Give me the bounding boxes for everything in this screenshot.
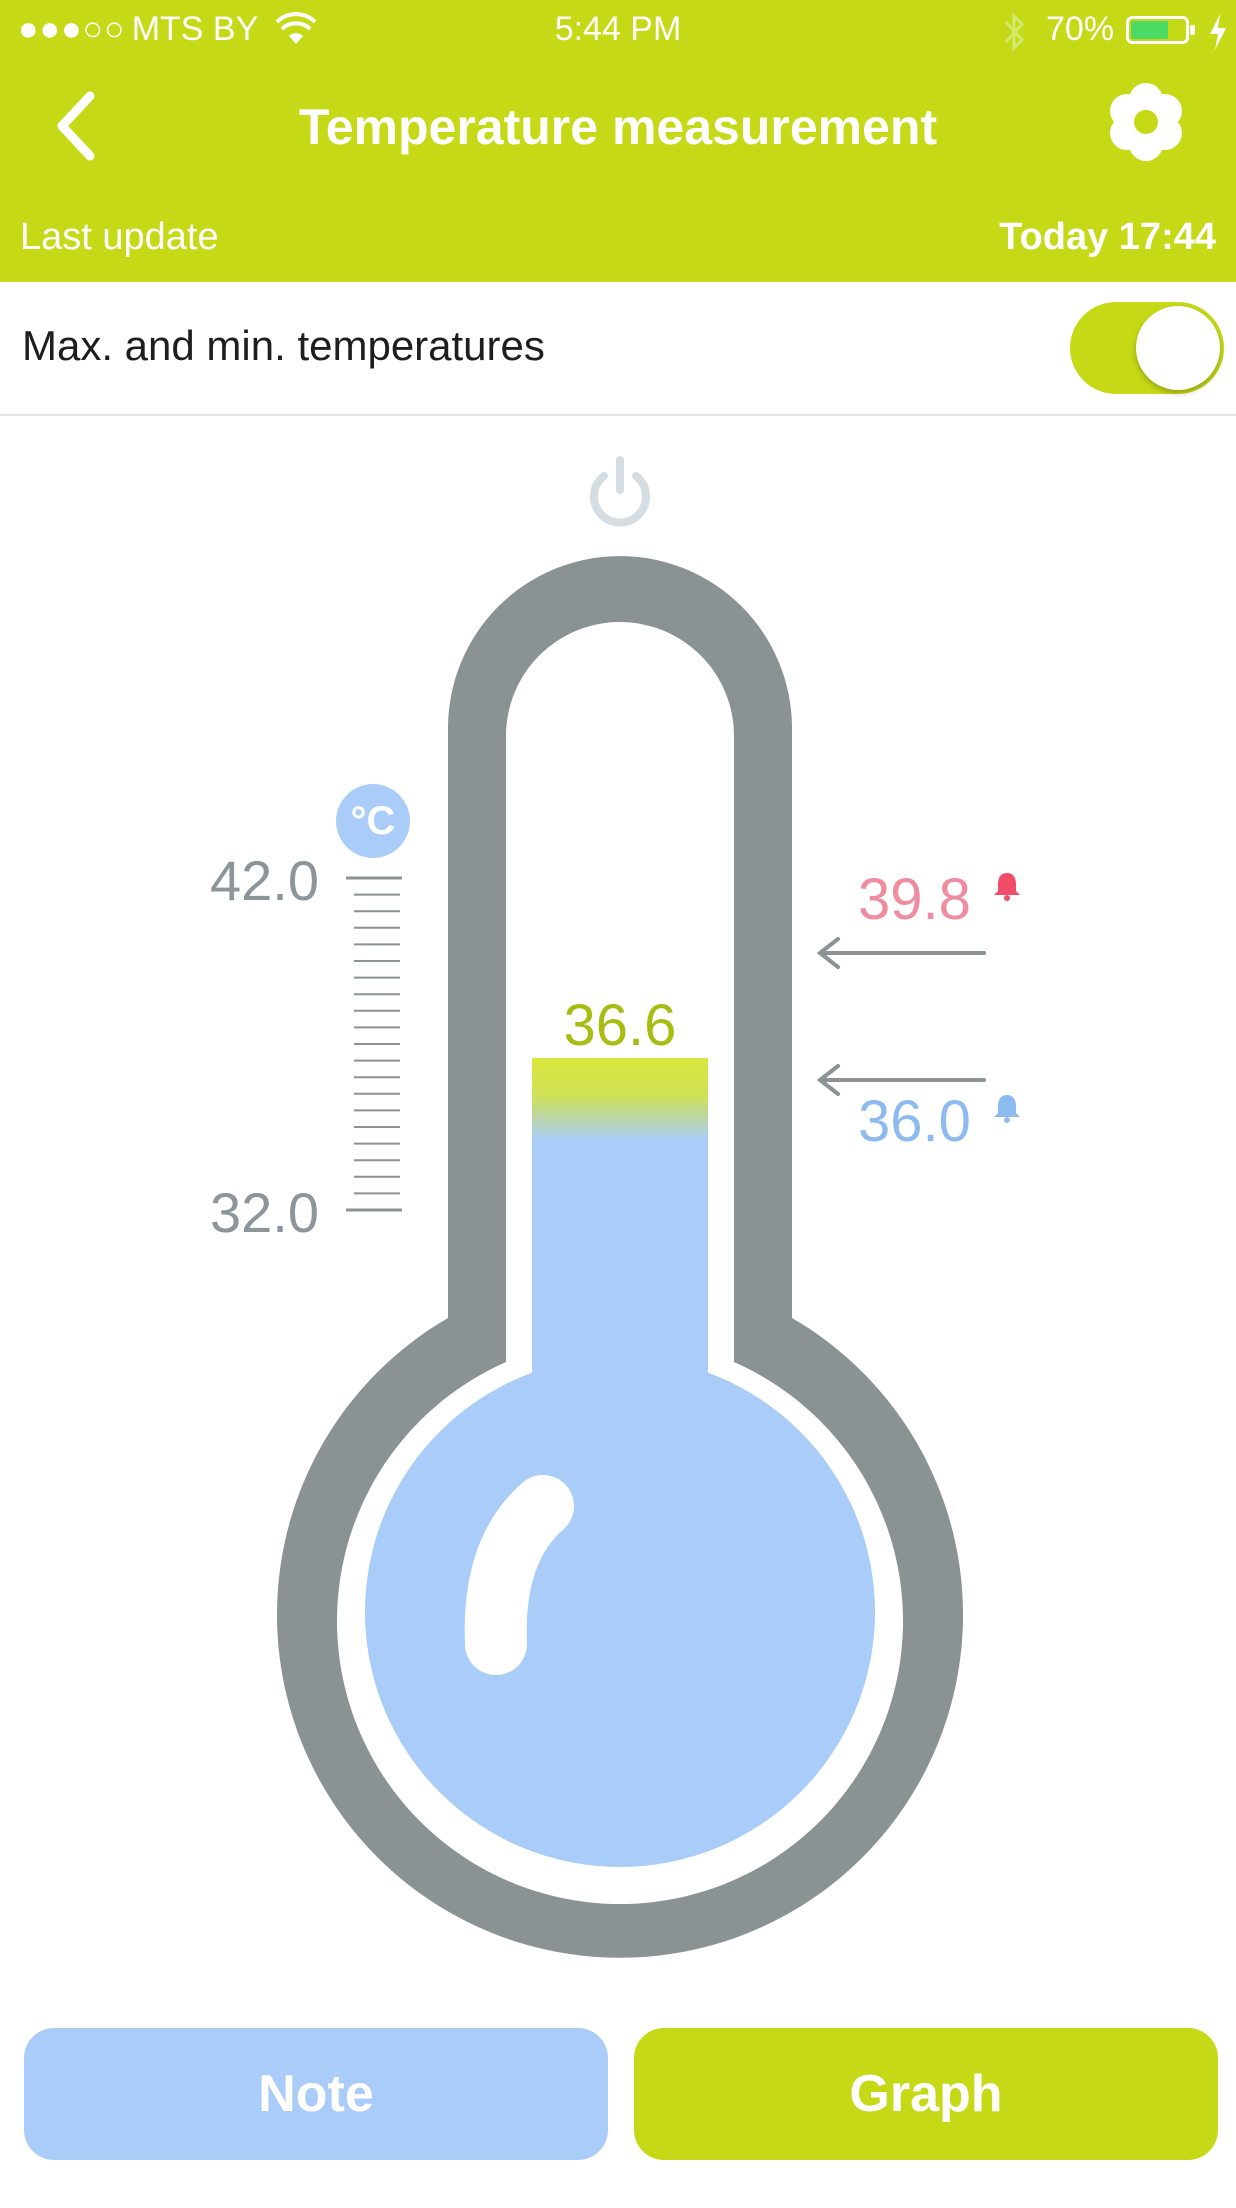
mercury-top [532, 1058, 708, 1138]
status-bar: ●●●○○ MTS BY 5:44 PM 70% [0, 0, 1236, 64]
max-min-toggle-row: Max. and min. temperatures [0, 282, 1236, 416]
battery-icon [1126, 16, 1195, 44]
last-update-value: Today 17:44 [999, 216, 1216, 258]
battery-percent: 70% [1046, 10, 1115, 48]
scale-max-label: 42.0 [210, 849, 319, 912]
header: ●●●○○ MTS BY 5:44 PM 70% Temperature meas… [0, 0, 1236, 282]
gear-icon[interactable] [1104, 80, 1188, 164]
power-icon[interactable] [584, 454, 656, 530]
bulb-highlight [464, 1475, 574, 1675]
unit-badge: °C [336, 784, 410, 858]
min-arrow [816, 1064, 986, 1096]
max-min-toggle-label: Max. and min. temperatures [22, 322, 545, 369]
charging-icon [1210, 14, 1226, 50]
last-update-label: Last update [20, 216, 219, 258]
max-alarm-value[interactable]: 39.8 [858, 867, 971, 932]
signal-strength: ●●●○○ [18, 10, 126, 48]
mercury-bulb [365, 1357, 875, 1867]
page-title: Temperature measurement [298, 99, 938, 155]
status-time: 5:44 PM [554, 10, 682, 48]
graph-button[interactable]: Graph [634, 2028, 1218, 2160]
toggle-knob [1136, 306, 1220, 390]
back-button[interactable] [48, 86, 108, 166]
bluetooth-icon [1004, 12, 1025, 52]
bell-icon [994, 873, 1020, 901]
carrier: ●●●○○ MTS BY [18, 10, 258, 49]
scale-min-label: 32.0 [210, 1181, 319, 1244]
wifi-icon [276, 12, 316, 44]
mercury-column [532, 1120, 708, 1400]
max-min-toggle-switch[interactable] [1070, 302, 1224, 394]
carrier-name: MTS BY [131, 10, 259, 48]
scale-minor-ticks [354, 893, 400, 1195]
note-button[interactable]: Note [24, 2028, 608, 2160]
bell-icon [994, 1095, 1020, 1123]
current-temperature: 36.6 [563, 993, 677, 1058]
min-alarm-value[interactable]: 36.0 [858, 1089, 971, 1154]
max-arrow [816, 937, 986, 969]
